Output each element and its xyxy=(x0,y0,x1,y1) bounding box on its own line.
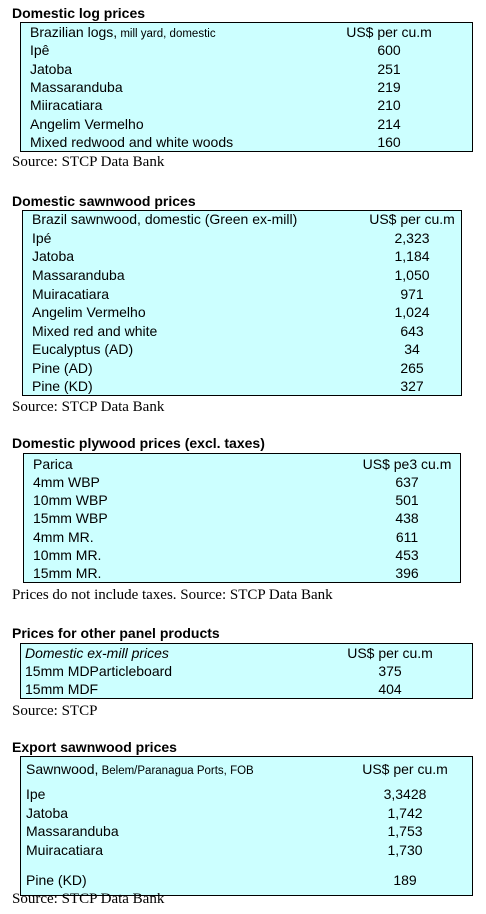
row-label: 15mm WBP xyxy=(33,510,108,526)
price-table xyxy=(22,210,462,396)
row-value: 189 xyxy=(393,872,417,888)
row-label: Ipe xyxy=(26,786,46,802)
row-label: Massaranduba xyxy=(26,823,119,839)
row-value: 160 xyxy=(377,134,401,150)
row-value: 3,3428 xyxy=(383,786,427,802)
table-header: Sawnwood, Belem/Paranagua Ports, FOB xyxy=(26,761,254,777)
price-table xyxy=(20,22,473,152)
header-note: mill yard, domestic xyxy=(117,28,216,40)
section-title: Export sawnwood prices xyxy=(12,739,177,755)
row-label: Mixed red and white xyxy=(32,323,158,339)
source-note: Prices do not include taxes. Source: STC… xyxy=(12,587,333,603)
row-value: 214 xyxy=(377,116,401,132)
row-value: 396 xyxy=(395,565,419,581)
row-label: Pine (AD) xyxy=(32,360,93,376)
section-title: Domestic sawnwood prices xyxy=(12,193,196,209)
row-label: Miiracatiara xyxy=(30,97,103,113)
row-value: 404 xyxy=(378,681,402,697)
row-label: Eucalyptus (AD) xyxy=(32,341,134,357)
row-value: 453 xyxy=(395,547,419,563)
row-value: 643 xyxy=(400,323,424,339)
section-title: Prices for other panel products xyxy=(12,625,220,641)
section-title: Domestic plywood prices (excl. taxes) xyxy=(12,435,265,451)
row-value: 219 xyxy=(377,79,401,95)
table-header: Parica xyxy=(33,456,73,472)
row-value: 210 xyxy=(377,97,401,113)
row-value: 501 xyxy=(395,492,419,508)
row-label: Jatoba xyxy=(30,61,73,77)
row-label: 4mm WBP xyxy=(33,474,100,490)
table-header: Brazilian logs, mill yard, domestic xyxy=(30,24,216,40)
row-label: Jatoba xyxy=(26,805,69,821)
row-label: Muiracatiara xyxy=(26,842,104,858)
row-value: 34 xyxy=(404,341,420,357)
value-header: US$ per cu.m xyxy=(362,761,448,777)
table-header: Brazil sawnwood, domestic (Green ex-mill… xyxy=(32,211,298,227)
section-title: Domestic log prices xyxy=(12,5,146,21)
source-note: Source: STCP Data Bank xyxy=(12,399,165,415)
row-value: 1,024 xyxy=(394,304,430,320)
row-label: Pine (KD) xyxy=(26,872,87,888)
row-value: 1,742 xyxy=(387,805,423,821)
row-label: 15mm MDF xyxy=(25,681,99,697)
price-table xyxy=(23,453,461,583)
row-value: 2,323 xyxy=(394,230,430,246)
source-note: Source: STCP Data Bank xyxy=(12,891,165,907)
row-label: Ipé xyxy=(32,230,52,246)
row-value: 438 xyxy=(395,510,419,526)
source-note: Source: STCP Data Bank xyxy=(12,154,165,170)
price-table xyxy=(20,643,473,699)
source-note: Source: STCP xyxy=(12,703,98,719)
row-label: 15mm MDParticleboard xyxy=(25,663,173,679)
row-label: 15mm MR. xyxy=(33,565,102,581)
value-header: US$ per cu.m xyxy=(369,211,455,227)
row-label: Massaranduba xyxy=(32,267,125,283)
row-label: Jatoba xyxy=(32,248,75,264)
value-header: US$ per cu.m xyxy=(347,645,433,661)
row-value: 265 xyxy=(400,360,424,376)
row-value: 971 xyxy=(400,286,424,302)
row-value: 1,050 xyxy=(394,267,430,283)
row-label: 4mm MR. xyxy=(33,529,94,545)
row-value: 1,730 xyxy=(387,842,423,858)
row-label: 10mm MR. xyxy=(33,547,102,563)
value-header: US$ pe3 cu.m xyxy=(362,456,452,472)
row-value: 637 xyxy=(395,474,419,490)
value-header: US$ per cu.m xyxy=(346,24,432,40)
row-label: Angelim Vermelho xyxy=(32,304,146,320)
row-value: 1,753 xyxy=(387,823,423,839)
price-table xyxy=(20,756,473,896)
row-label: 10mm WBP xyxy=(33,492,108,508)
row-label: Ipê xyxy=(30,42,50,58)
row-label: Massaranduba xyxy=(30,79,123,95)
row-label: Pine (KD) xyxy=(32,378,93,394)
row-label: Muiracatiara xyxy=(32,286,110,302)
table-header: Domestic ex-mill prices xyxy=(25,645,169,661)
header-note: Belem/Paranagua Ports, FOB xyxy=(98,765,254,777)
row-value: 600 xyxy=(377,42,401,58)
row-value: 251 xyxy=(377,61,401,77)
row-label: Angelim Vermelho xyxy=(30,116,144,132)
row-value: 611 xyxy=(395,529,419,545)
row-label: Mixed redwood and white woods xyxy=(30,134,234,150)
row-value: 1,184 xyxy=(394,248,430,264)
row-value: 327 xyxy=(400,378,424,394)
row-value: 375 xyxy=(378,663,402,679)
